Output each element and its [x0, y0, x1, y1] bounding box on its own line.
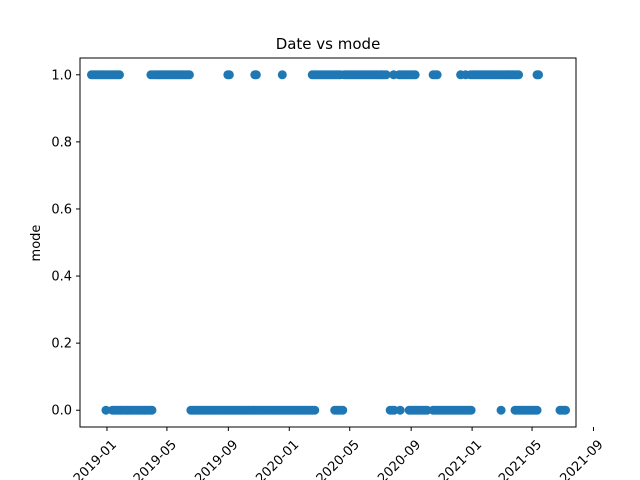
y-tick-label: 0.2	[51, 337, 72, 352]
data-point	[395, 405, 405, 415]
data-point	[532, 405, 542, 415]
y-axis-label: mode	[29, 225, 44, 262]
data-point	[432, 70, 442, 80]
data-point	[310, 405, 320, 415]
plot-frame	[79, 57, 577, 428]
data-points	[86, 70, 571, 415]
data-point	[466, 405, 476, 415]
data-point	[251, 70, 261, 80]
data-point	[561, 405, 571, 415]
data-point	[496, 405, 506, 415]
data-point	[224, 70, 234, 80]
y-axis-ticks: 0.0 0.2 0.4 0.6 0.8 1.0	[51, 68, 80, 419]
data-point	[101, 405, 111, 415]
plot-area	[80, 58, 576, 427]
y-tick-label: 1.0	[51, 68, 72, 83]
data-point	[514, 70, 524, 80]
data-point	[338, 405, 348, 415]
data-point	[147, 405, 157, 415]
chart-title: Date vs mode	[276, 35, 381, 53]
data-point	[410, 70, 420, 80]
data-point	[381, 70, 391, 80]
data-point	[114, 70, 124, 80]
y-tick-label: 0.4	[51, 270, 72, 285]
y-tick-label: 0.6	[51, 202, 72, 217]
data-point	[277, 70, 287, 80]
y-tick-label: 0.8	[51, 135, 72, 150]
y-tick-label: 0.0	[51, 404, 72, 419]
data-point	[534, 70, 544, 80]
data-point	[184, 70, 194, 80]
